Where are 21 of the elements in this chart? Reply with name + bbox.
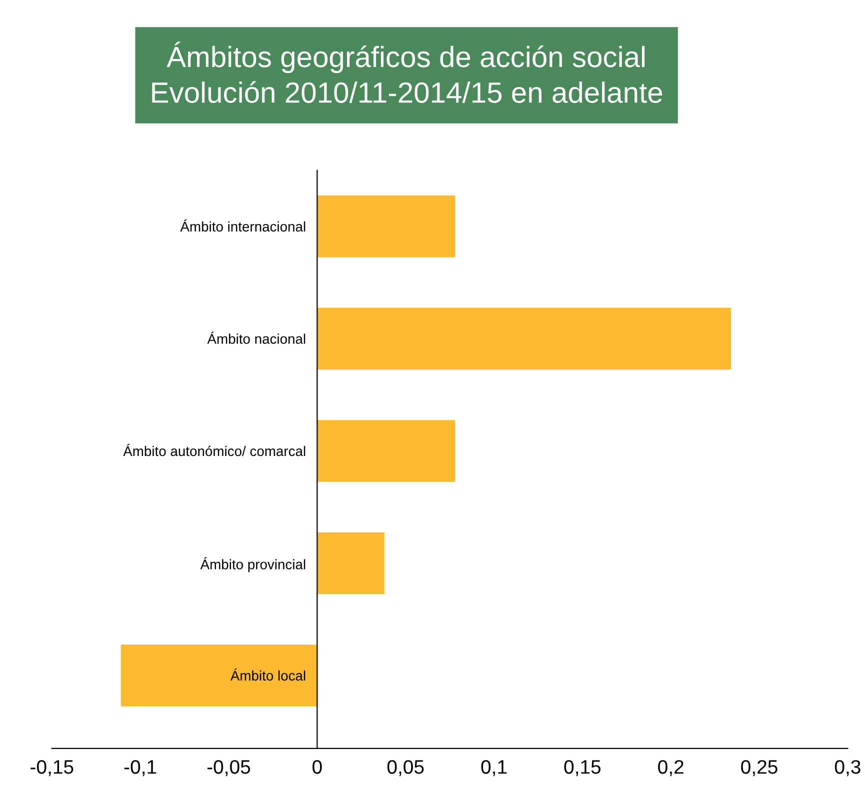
y-tick-label: Ámbito local (230, 668, 306, 681)
x-tick-label: -0,05 (207, 760, 250, 776)
bar (120, 644, 318, 706)
x-tick-label: 0,15 (564, 760, 601, 776)
x-tick-label: 0 (312, 760, 322, 774)
chart-title: Ámbitos geográficos de acción social Evolución 2010/11-2014/15 en adelante (152, 42, 662, 103)
x-tick-label: 0,1 (481, 760, 507, 776)
y-tick-label: Ámbito autonómico/ comarcal (123, 444, 306, 456)
x-tick-label: 0,05 (387, 760, 424, 776)
bar (317, 532, 384, 594)
x-tick-label: 0,25 (741, 760, 778, 776)
y-tick-label: Ámbito internacional (180, 219, 306, 232)
x-tick-label: 0,2 (658, 760, 684, 776)
y-tick-label: Ámbito provincial (200, 557, 306, 572)
x-tick-label: 0,3 (834, 760, 860, 776)
x-tick-label: -0,1 (124, 760, 156, 776)
bar (317, 308, 731, 370)
x-tick-label: -0,15 (30, 760, 74, 776)
bar (317, 196, 456, 258)
y-tick-label: Ámbito nacional (207, 332, 306, 344)
bar (317, 420, 456, 482)
